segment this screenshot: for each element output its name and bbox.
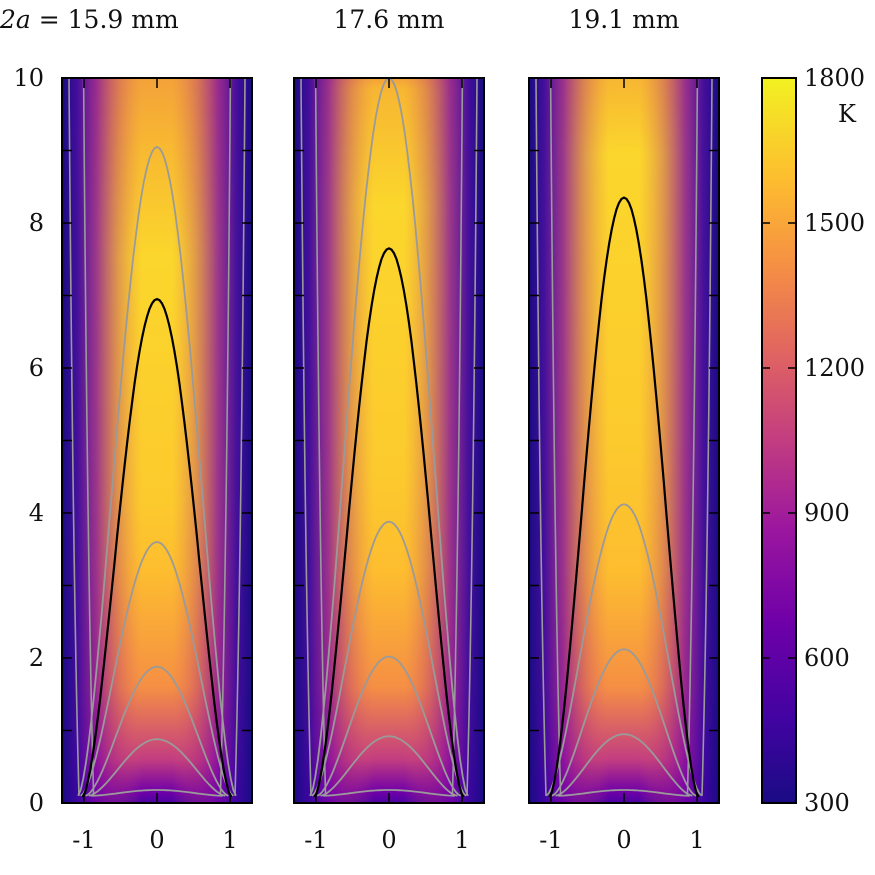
y-tick-label: 10: [13, 64, 44, 92]
x-tick-label: 0: [149, 826, 164, 854]
colorbar-tick-label: 300: [804, 789, 850, 817]
gray-contour-line: [80, 541, 234, 797]
y-tick-label: 4: [29, 499, 44, 527]
gray-contour-line: [551, 648, 697, 797]
panel-1: 17.6 mm -1 0 1: [293, 5, 485, 854]
y-tick-label: 8: [29, 209, 44, 237]
gray-contour-line: [320, 735, 458, 797]
colorbar-gradient: [762, 78, 796, 803]
gray-contour-line: [545, 503, 703, 797]
gray-contour-line: [311, 520, 467, 797]
heatmap-falloff: [62, 78, 252, 803]
colorbar-frame: [761, 77, 797, 804]
flame-front-contour: [81, 297, 233, 798]
gray-contour-line: [555, 733, 693, 797]
gray-contour-line: [300, 77, 312, 796]
gray-contour-line: [77, 145, 237, 797]
panel-0-title: 2a = 15.9 mm: [0, 5, 179, 34]
y-tick-label: 6: [29, 354, 44, 382]
x-tick-label: -1: [539, 826, 562, 854]
gray-contour-line: [219, 77, 232, 796]
colorbar-tick-label: 1200: [804, 354, 865, 382]
gray-contour-line: [686, 77, 699, 796]
gray-contour-line: [316, 655, 462, 797]
gray-contour-line: [88, 738, 226, 797]
panel-2-title: 19.1 mm: [568, 5, 679, 34]
gray-contour-line: [558, 789, 690, 797]
y-tick-label: 0: [29, 789, 44, 817]
x-tick-label: -1: [304, 826, 327, 854]
flame-front-contour: [313, 247, 465, 798]
colorbar-tick-label: 600: [804, 644, 850, 672]
gray-contour-line: [314, 77, 327, 796]
flame-front-contour: [548, 196, 700, 798]
gray-contour-line: [323, 789, 455, 797]
y-tick-label: 2: [29, 644, 44, 672]
gray-contour-line: [91, 789, 223, 797]
x-tick-label: -1: [72, 826, 95, 854]
gray-contour-line: [68, 77, 80, 796]
colorbar-unit: K: [838, 100, 857, 128]
x-tick-label: 0: [381, 826, 396, 854]
x-tick-label: 1: [454, 826, 469, 854]
panel-1-title: 17.6 mm: [333, 5, 444, 34]
gray-contour-line: [701, 77, 713, 796]
gray-contour-line: [85, 665, 229, 797]
x-tick-label: 1: [222, 826, 237, 854]
panel-2: 19.1 mm -1 0 1: [528, 5, 720, 854]
colorbar-tick-label: 900: [804, 499, 850, 527]
gray-contour-line: [234, 77, 246, 796]
x-tick-label: 0: [616, 826, 631, 854]
x-tick-label: 1: [689, 826, 704, 854]
gray-contour-line: [535, 77, 547, 796]
gray-contour-line: [82, 77, 95, 796]
gray-contour-line: [549, 77, 562, 796]
colorbar-tick-label: 1800: [804, 64, 865, 92]
gray-contour-line: [451, 77, 464, 796]
colorbar: 300 600 900 1200 1500 1800 K: [761, 64, 865, 817]
colorbar-tick-label: 1500: [804, 209, 865, 237]
gray-contour-line: [466, 77, 478, 796]
